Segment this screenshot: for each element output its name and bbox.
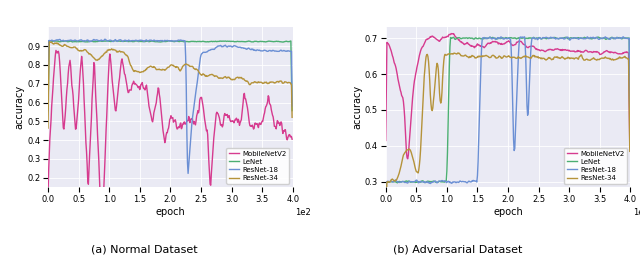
ResNet-34 (45, 40, 53, 43)
ResNet-18 (558, 36, 566, 40)
ResNet-34 (222, 76, 230, 79)
MobileNetV2 (98, 197, 106, 200)
ResNet-18 (536, 36, 543, 39)
ResNet-34 (462, 54, 470, 57)
ResNet-34 (198, 73, 206, 76)
LeNet (45, 39, 53, 42)
ResNet-34 (288, 116, 296, 119)
MobileNetV2 (74, 106, 82, 109)
ResNet-18 (559, 36, 567, 40)
Text: (a) Normal Dataset: (a) Normal Dataset (91, 244, 197, 254)
ResNet-18 (74, 39, 81, 42)
ResNet-18 (479, 37, 486, 40)
ResNet-34 (560, 56, 568, 60)
ResNet-18 (124, 39, 132, 42)
ResNet-34 (626, 150, 634, 153)
ResNet-34 (74, 49, 82, 52)
ResNet-18 (461, 180, 469, 183)
LeNet (382, 217, 390, 220)
ResNet-34 (536, 56, 544, 59)
ResNet-18 (221, 44, 229, 47)
Text: (b) Adversarial Dataset: (b) Adversarial Dataset (393, 244, 522, 254)
Y-axis label: accuracy: accuracy (352, 85, 362, 129)
Text: 1e2: 1e2 (633, 208, 640, 217)
LeNet (198, 40, 206, 43)
ResNet-18 (412, 180, 419, 183)
MobileNetV2 (221, 114, 229, 117)
ResNet-34 (412, 166, 419, 169)
MobileNetV2 (626, 147, 634, 150)
ResNet-18 (288, 105, 296, 108)
Line: MobileNetV2: MobileNetV2 (48, 50, 292, 198)
Line: ResNet-34: ResNet-34 (386, 53, 630, 226)
MobileNetV2 (142, 85, 150, 88)
MobileNetV2 (463, 42, 470, 45)
LeNet (141, 40, 149, 43)
LeNet (559, 36, 567, 40)
Line: ResNet-34: ResNet-34 (48, 42, 292, 128)
ResNet-18 (199, 51, 207, 54)
MobileNetV2 (199, 103, 207, 106)
MobileNetV2 (382, 139, 390, 142)
Line: ResNet-18: ResNet-18 (48, 39, 292, 173)
MobileNetV2 (404, 157, 412, 160)
ResNet-34 (454, 51, 461, 55)
LeNet (74, 40, 82, 43)
MobileNetV2 (52, 49, 60, 52)
LeNet (44, 109, 52, 112)
Line: LeNet: LeNet (386, 37, 630, 218)
MobileNetV2 (412, 72, 419, 75)
ResNet-18 (223, 45, 230, 48)
LeNet (479, 37, 486, 40)
ResNet-34 (221, 75, 228, 79)
Text: 1e2: 1e2 (295, 208, 311, 217)
LeNet (626, 121, 634, 124)
LeNet (536, 36, 543, 39)
Line: MobileNetV2: MobileNetV2 (386, 34, 630, 159)
ResNet-18 (620, 35, 627, 38)
LeNet (594, 35, 602, 38)
MobileNetV2 (480, 46, 488, 49)
ResNet-18 (626, 121, 634, 124)
Line: LeNet: LeNet (48, 41, 292, 111)
LeNet (124, 40, 132, 43)
ResNet-34 (44, 127, 52, 130)
MobileNetV2 (223, 114, 230, 117)
X-axis label: epoch: epoch (156, 207, 185, 217)
MobileNetV2 (561, 49, 568, 52)
Legend: MobileNetV2, LeNet, ResNet-18, ResNet-34: MobileNetV2, LeNet, ResNet-18, ResNet-34 (564, 148, 627, 184)
MobileNetV2 (44, 194, 52, 198)
ResNet-34 (124, 56, 132, 59)
ResNet-18 (382, 216, 390, 219)
ResNet-18 (44, 98, 52, 101)
LeNet (222, 40, 230, 43)
ResNet-34 (479, 54, 487, 57)
LeNet (221, 40, 228, 43)
ResNet-34 (382, 225, 390, 228)
Y-axis label: accuracy: accuracy (14, 85, 24, 129)
Legend: MobileNetV2, LeNet, ResNet-18, ResNet-34: MobileNetV2, LeNet, ResNet-18, ResNet-34 (226, 148, 289, 184)
LeNet (461, 37, 469, 40)
MobileNetV2 (536, 49, 544, 52)
ResNet-34 (141, 69, 149, 72)
MobileNetV2 (447, 32, 455, 35)
MobileNetV2 (288, 138, 296, 141)
LeNet (558, 37, 566, 40)
MobileNetV2 (559, 49, 567, 52)
MobileNetV2 (125, 91, 132, 94)
X-axis label: epoch: epoch (493, 207, 523, 217)
ResNet-18 (141, 39, 149, 42)
ResNet-18 (101, 38, 109, 41)
LeNet (288, 109, 296, 112)
LeNet (412, 180, 419, 183)
ResNet-18 (184, 172, 192, 175)
ResNet-34 (559, 55, 566, 58)
Line: ResNet-18: ResNet-18 (386, 37, 630, 218)
